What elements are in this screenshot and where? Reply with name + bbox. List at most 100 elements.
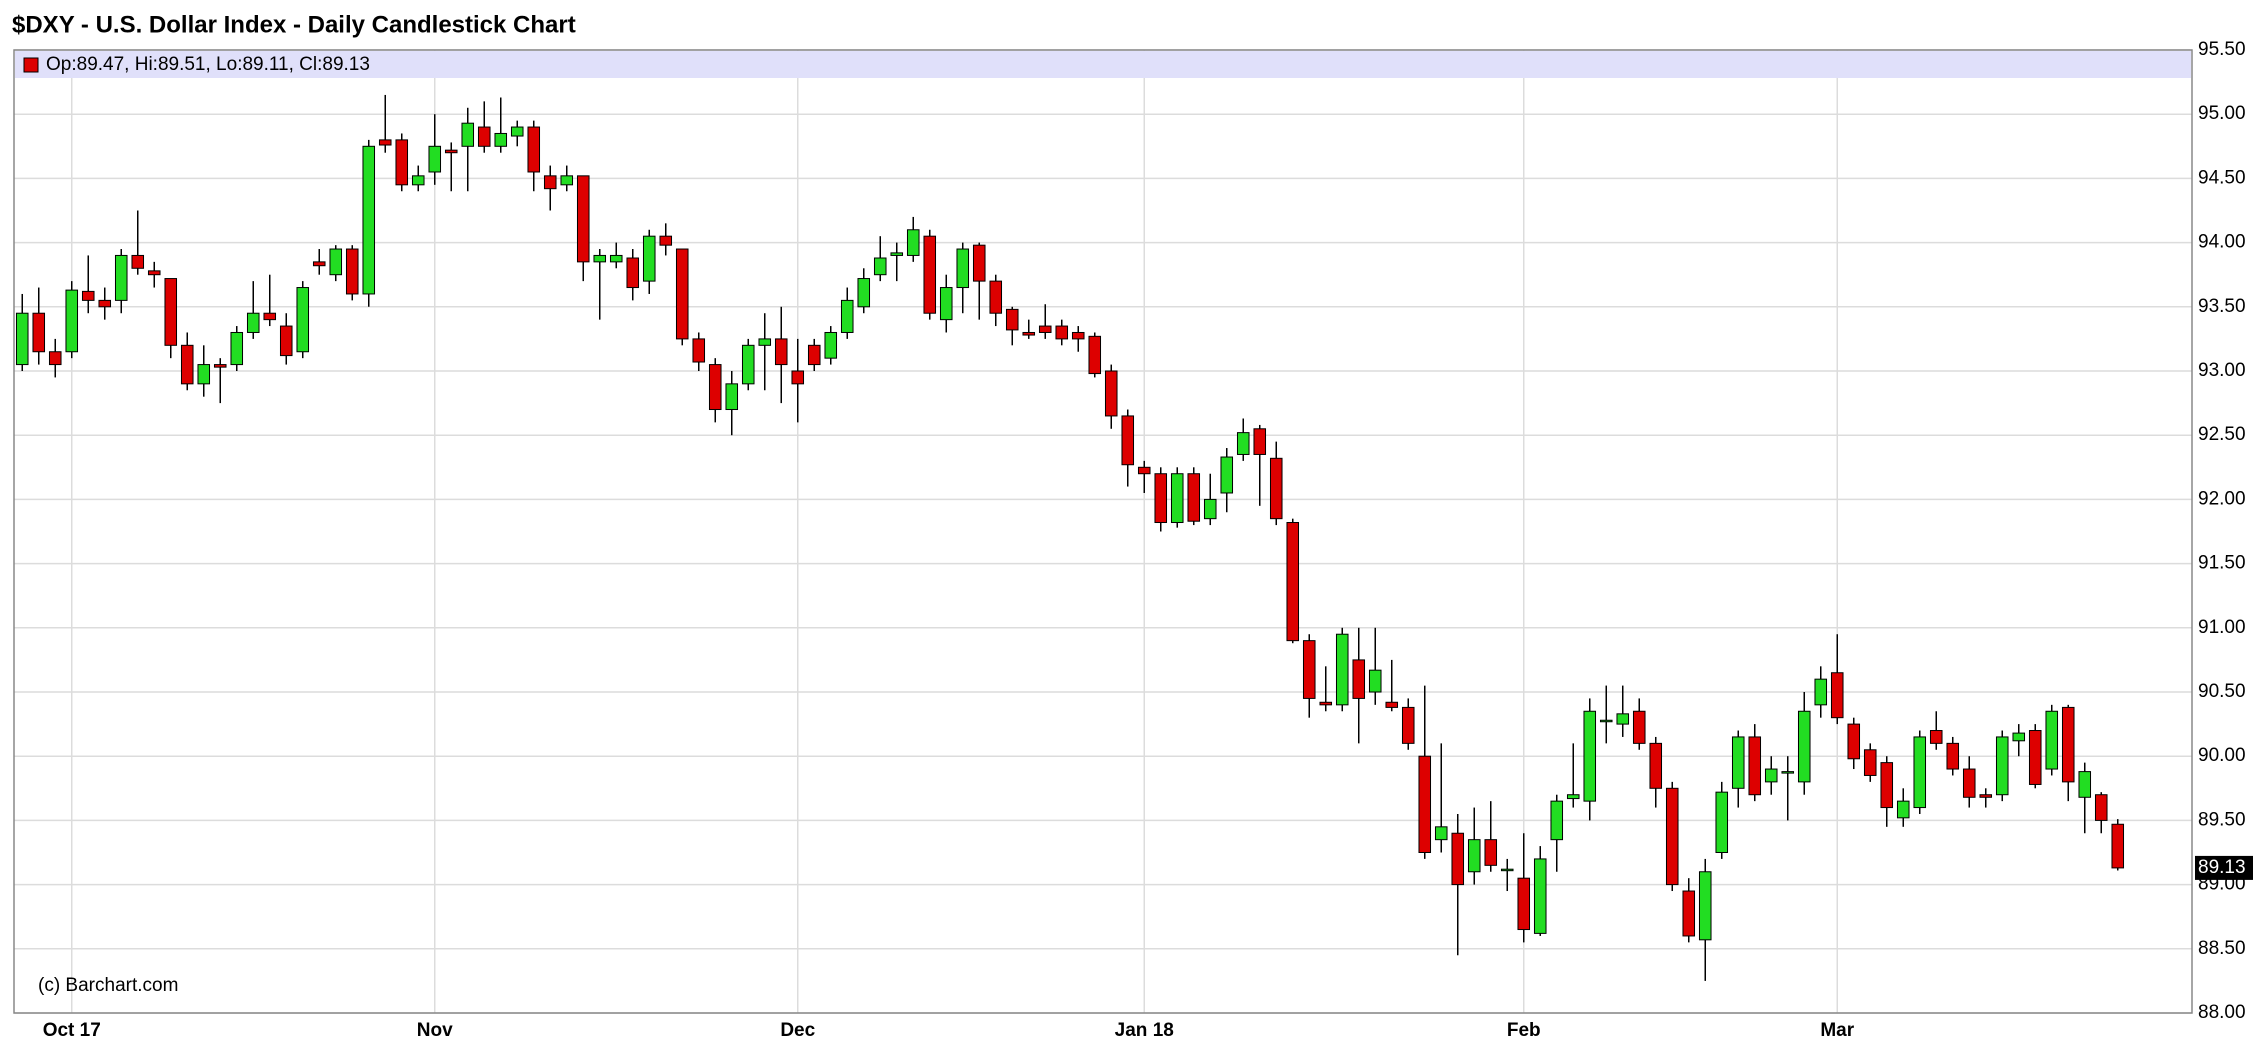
candle-body xyxy=(1220,456,1234,494)
candle-body xyxy=(824,331,838,359)
candle-body xyxy=(1269,457,1283,520)
candle-body xyxy=(312,261,326,267)
candle-body xyxy=(2111,823,2125,869)
candle-body xyxy=(1962,768,1976,798)
candle-body xyxy=(1088,335,1102,375)
y-tick-label: 95.00 xyxy=(2198,103,2246,124)
candle-body xyxy=(1566,794,1580,800)
x-tick-label: Feb xyxy=(1507,1020,1541,1041)
candle-body xyxy=(329,248,343,276)
candle-body xyxy=(1368,669,1382,693)
candle-body xyxy=(1253,428,1267,455)
candle-body xyxy=(2028,730,2042,785)
candle-body xyxy=(461,122,475,147)
y-tick-label: 88.50 xyxy=(2198,938,2246,959)
y-tick-label: 93.00 xyxy=(2198,360,2246,381)
candle-body xyxy=(98,299,112,308)
candle-body xyxy=(1434,826,1448,841)
candle-body xyxy=(296,287,310,353)
candle-body xyxy=(1698,871,1712,941)
candle-body xyxy=(1599,719,1613,723)
info-bar xyxy=(15,51,2191,78)
candle-body xyxy=(1038,325,1052,333)
candle-body xyxy=(65,289,79,353)
candle-body xyxy=(659,235,673,246)
candle-body xyxy=(956,248,970,289)
candle-body xyxy=(197,364,211,385)
y-tick-label: 95.50 xyxy=(2198,39,2246,60)
candle-body xyxy=(1154,473,1168,524)
candle-body xyxy=(1632,710,1646,744)
candle-body xyxy=(1401,706,1415,744)
candle-body xyxy=(180,344,194,385)
candle-body xyxy=(1071,331,1085,340)
candle-body xyxy=(1764,768,1778,783)
candle-body xyxy=(32,312,46,353)
y-tick-label: 89.50 xyxy=(2198,809,2246,830)
candle-body xyxy=(1385,701,1399,708)
candle-body xyxy=(494,132,508,147)
candle-body xyxy=(510,126,524,137)
candle-body xyxy=(147,270,161,276)
candle-body xyxy=(774,338,788,366)
grid xyxy=(14,49,2192,1014)
candle-body xyxy=(1451,832,1465,886)
candle-body xyxy=(791,370,805,385)
candle-body xyxy=(2045,710,2059,770)
candle-body xyxy=(1715,791,1729,853)
candle-body xyxy=(857,278,871,308)
candle-body xyxy=(576,175,590,263)
candle-body xyxy=(395,139,409,186)
candle-body xyxy=(428,145,442,173)
candle-body xyxy=(411,175,425,186)
candle-body xyxy=(560,175,574,186)
y-tick-label: 94.00 xyxy=(2198,232,2246,253)
candle-body xyxy=(81,290,95,301)
candle-body xyxy=(1203,498,1217,520)
candle-body xyxy=(1649,742,1663,789)
candle-body xyxy=(1847,723,1861,760)
candle-body xyxy=(692,338,706,363)
y-tick-label: 92.50 xyxy=(2198,424,2246,445)
candle-body xyxy=(1913,736,1927,809)
candle-body xyxy=(989,280,1003,314)
candle-body xyxy=(1731,736,1745,789)
candle-body xyxy=(1484,839,1498,866)
last-price-box xyxy=(2195,855,2253,880)
y-tick-label: 93.50 xyxy=(2198,296,2246,317)
x-tick-label: Oct 17 xyxy=(43,1020,101,1041)
candle-body xyxy=(890,252,904,256)
candle-body xyxy=(1335,633,1349,706)
candle-body xyxy=(923,235,937,314)
candle-body xyxy=(1352,659,1366,699)
candle-body xyxy=(2078,771,2092,798)
y-tick-label: 91.50 xyxy=(2198,553,2246,574)
y-tick-label: 90.50 xyxy=(2198,681,2246,702)
y-tick-label: 91.00 xyxy=(2198,617,2246,638)
candle-body xyxy=(1286,522,1300,642)
candle-body xyxy=(1880,762,1894,809)
candle-body xyxy=(1748,736,1762,796)
candle-body xyxy=(725,383,739,411)
x-tick-label: Mar xyxy=(1820,1020,1854,1041)
candle-body xyxy=(626,257,640,289)
candle-body xyxy=(1995,736,2009,796)
candle-body xyxy=(246,312,260,333)
candle-body xyxy=(1616,713,1630,725)
candle-body xyxy=(1121,415,1135,466)
candle-body xyxy=(1022,331,1036,336)
candle-body xyxy=(593,254,607,263)
candle-body xyxy=(362,145,376,295)
candle-body xyxy=(1814,678,1828,706)
candle-body xyxy=(527,126,541,173)
candle-body xyxy=(1863,749,1877,776)
candle-body xyxy=(131,254,145,269)
y-tick-label: 88.00 xyxy=(2198,1002,2246,1023)
chart-title: $DXY - U.S. Dollar Index - Daily Candles… xyxy=(12,11,576,38)
x-tick-label: Nov xyxy=(417,1020,453,1041)
candle-body xyxy=(378,139,392,146)
candle-body xyxy=(477,126,491,147)
last-price-label: 89.13 xyxy=(2198,857,2246,878)
